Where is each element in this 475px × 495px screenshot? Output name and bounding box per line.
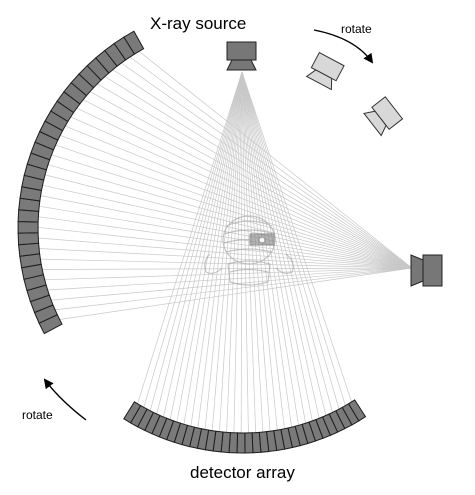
- beam-line: [97, 83, 413, 269]
- beam-line: [241, 71, 249, 433]
- beam-line: [241, 71, 313, 421]
- detector-element: [123, 30, 145, 55]
- beam-line: [241, 71, 327, 416]
- fan-beam-bottom: [137, 71, 352, 434]
- beam-line: [241, 71, 346, 406]
- beam-line: [40, 195, 413, 269]
- beam-line: [226, 71, 243, 433]
- beam-line: [143, 71, 243, 408]
- beam-line: [190, 71, 243, 427]
- detector-element: [244, 432, 254, 454]
- detector-label: detector array: [190, 463, 295, 482]
- beam-line: [241, 71, 333, 413]
- source-label: X-ray source: [150, 14, 246, 33]
- beam-line: [138, 51, 413, 269]
- beam-line: [241, 71, 292, 428]
- xray-source-rotated-icon: [410, 254, 443, 287]
- beam-line: [121, 62, 413, 269]
- beam-line: [44, 174, 413, 269]
- beam-line: [38, 248, 413, 269]
- beam-line: [241, 71, 320, 419]
- xray-source-icon: [226, 41, 257, 71]
- beam-line: [65, 125, 413, 269]
- beam-line: [55, 267, 413, 311]
- detector-element: [17, 232, 40, 246]
- detector-array-bottom: [123, 399, 367, 454]
- rotate-label-top: rotate: [341, 22, 372, 36]
- rotate-label-bottom: rotate: [22, 408, 53, 422]
- beam-line: [42, 267, 413, 270]
- beam-line: [76, 107, 413, 269]
- beam-line: [38, 237, 413, 269]
- beam-line: [240, 71, 243, 434]
- beam-line: [37, 226, 413, 269]
- detector-element: [17, 220, 39, 234]
- beam-line: [149, 71, 243, 411]
- xray-source-ghost-icon: [305, 51, 345, 91]
- beam-line: [156, 71, 243, 415]
- beam-line: [51, 154, 413, 269]
- beam-line: [183, 71, 243, 425]
- xray-source-ghost-icon: [363, 96, 404, 137]
- beam-line: [59, 267, 413, 320]
- mummy-figure-icon: [204, 215, 294, 286]
- beam-line: [241, 71, 264, 433]
- beam-line: [60, 134, 413, 269]
- beam-line: [47, 164, 413, 269]
- beam-line: [55, 144, 413, 269]
- detector-element: [251, 431, 262, 454]
- beam-line: [44, 267, 413, 281]
- beam-line: [39, 205, 413, 269]
- beam-line: [241, 71, 352, 403]
- fan-beam-left: [37, 51, 413, 320]
- beam-line: [219, 71, 243, 432]
- beam-line: [204, 71, 243, 430]
- beam-line: [176, 71, 243, 423]
- beam-line: [40, 258, 413, 269]
- beam-line: [163, 71, 243, 417]
- beam-line: [241, 71, 257, 433]
- detector-element: [123, 401, 142, 424]
- beam-line: [112, 69, 413, 269]
- beam-line: [197, 71, 243, 429]
- beam-line: [89, 91, 413, 269]
- beam-line: [137, 71, 243, 404]
- beam-line: [241, 71, 271, 432]
- beam-line: [82, 99, 413, 269]
- beam-line: [241, 71, 278, 431]
- detector-element: [236, 432, 246, 454]
- beam-line: [129, 56, 413, 269]
- detector-element: [18, 242, 41, 257]
- curved-arrow-icon: [313, 29, 374, 64]
- beam-line: [70, 116, 413, 269]
- beam-line: [51, 267, 413, 301]
- beam-line: [104, 76, 413, 269]
- detector-array-left: [17, 30, 145, 335]
- curved-arrow-icon: [43, 378, 87, 421]
